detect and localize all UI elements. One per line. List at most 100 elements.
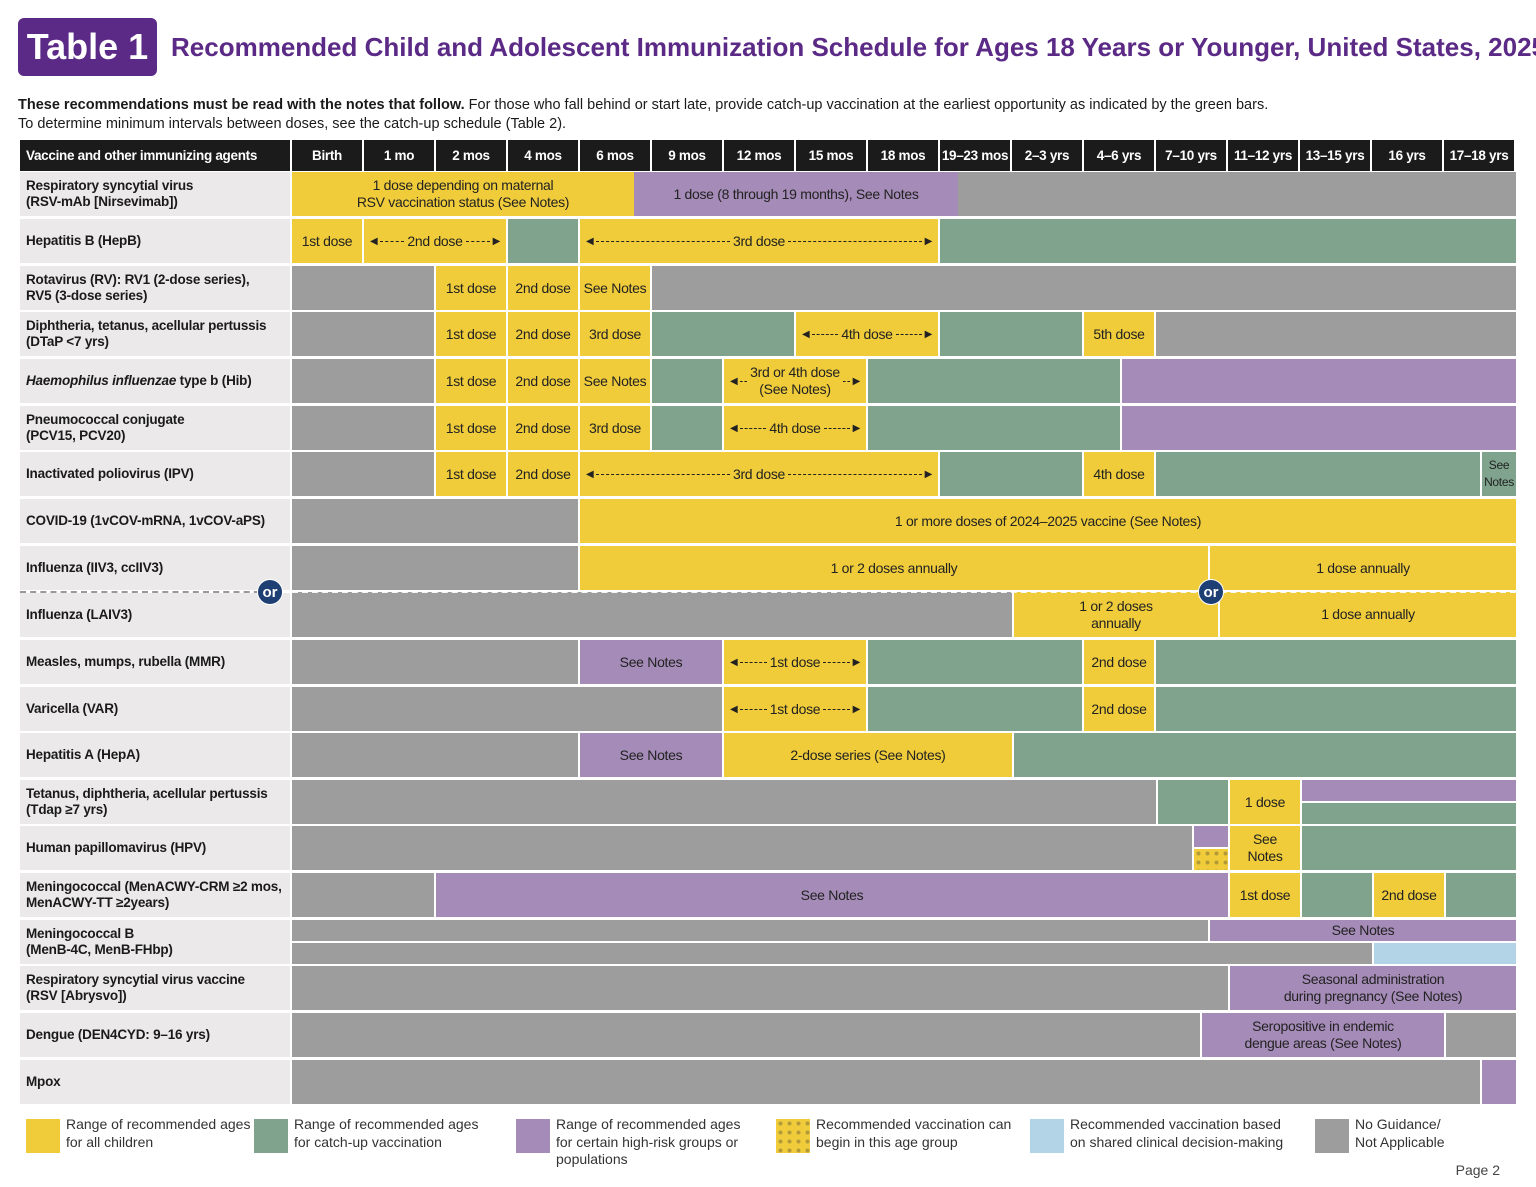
row-label: Human papillomavirus (HPV) [20,826,290,870]
bar-label: 3rd or 4th dose (See Notes) [750,364,840,397]
dashed-line [740,427,767,429]
row-label: Hepatitis A (HepA) [20,733,290,777]
arrow-right-icon: ▶ [852,422,861,434]
dashed-line [842,380,850,382]
row-label: Varicella (VAR) [20,687,290,731]
column-header: 2–3 yrs [1012,140,1082,171]
arrow-left-icon: ◀ [730,656,738,668]
arrow-right-icon: ▶ [852,375,861,387]
column-header: 19–23 mos [940,140,1010,171]
schedule-bar [1446,873,1516,917]
dashed-line [788,473,922,475]
dashed-line [740,380,748,382]
bar-label: Seropositive in endemic dengue areas (Se… [1244,1018,1402,1051]
arrow-left-icon: ◀ [802,328,810,340]
schedule-bar: ◀ 4th dose ▶ [796,312,938,356]
schedule-bar: See Notes [1230,826,1300,870]
bar-label: 3rd dose [588,419,642,436]
or-circle: or [1198,579,1224,605]
bar-label: 2nd dose [515,372,571,389]
row-label: Pneumococcal conjugate (PCV15, PCV20) [20,406,290,450]
dashed-line [596,240,730,242]
schedule-bar: 4th dose [1084,452,1154,496]
column-header: 4 mos [508,140,578,171]
schedule-bar: 2nd dose [508,359,578,403]
bar-label: 1st dose [445,372,497,389]
row-label-rest: type b (Hib) [176,373,252,388]
schedule-bar [1122,359,1516,403]
bar-label: See Notes [583,279,647,296]
bar-label: 1st dose [769,700,821,717]
schedule-bar: See Notes [580,359,650,403]
legend-item: Recommended vaccination based on shared … [1030,1116,1283,1153]
arrow-right-icon: ▶ [852,656,861,668]
column-header: 7–10 yrs [1156,140,1226,171]
schedule-bar: See Notes [436,873,1228,917]
column-header: Birth [292,140,362,171]
arrow-right-icon: ▶ [492,235,501,247]
bar-label: 4th dose [1093,465,1145,482]
bar-label: 1 dose annually [1321,606,1415,622]
arrow-left-icon: ◀ [370,235,378,247]
schedule-bar: ◀ 4th dose ▶ [724,406,866,450]
intro-bold: These recommendations must be read with … [18,97,465,113]
schedule-bar: ◀ 3rd dose ▶ [580,452,938,496]
bar-label: 1st dose [445,279,497,296]
column-header: 12 mos [724,140,794,171]
schedule-bar [292,640,578,684]
schedule-bar [652,312,794,356]
dashed-line [380,240,405,242]
bar-label: 1 dose annually [1316,559,1410,576]
schedule-bar: 1 or 2 doses annually [1014,592,1218,637]
dashed-line [823,427,850,429]
schedule-bar [1122,406,1516,450]
bar-label: 2nd dose [515,279,571,296]
schedule-bar: 1 dose [1230,780,1300,824]
schedule-bar [1446,1013,1516,1057]
schedule-bar [292,687,722,731]
schedule-bar [1194,826,1228,847]
bar-label: 1 or 2 doses annually [830,559,958,576]
dose-range-arrow: ◀ 4th dose ▶ [724,420,866,437]
or-divider [292,591,1516,593]
schedule-bar [1302,873,1372,917]
column-header: 15 mos [796,140,866,171]
arrow-right-icon: ▶ [924,235,933,247]
or-circle: or [257,579,283,605]
schedule-bar: ◀ 1st dose ▶ [724,640,866,684]
schedule-bar [292,966,1228,1010]
schedule-bar: 2nd dose [508,312,578,356]
row-label: Respiratory syncytial virus vaccine (RSV… [20,966,290,1010]
schedule-bar: 1 or 2 doses annually [580,546,1208,590]
schedule-bar [292,452,434,496]
bar-label: 3rd dose [732,232,786,249]
bar-label: 4th dose [841,325,893,342]
schedule-bar [868,359,1120,403]
schedule-bar [1156,452,1480,496]
bar-label: 5th dose [1093,325,1145,342]
bar-label: See Notes [619,746,683,763]
column-header: 18 mos [868,140,938,171]
bar-label: See Notes [800,886,864,903]
bar-label: 1st dose [301,232,353,249]
schedule-bar [292,780,1156,824]
schedule-bar: See Notes [580,640,722,684]
schedule-bar [292,873,434,917]
schedule-bar: 2nd dose [508,266,578,310]
legend-label: Recommended vaccination can begin in thi… [816,1116,1012,1150]
schedule-bar [868,640,1082,684]
dashed-line [740,661,767,663]
schedule-bar: 2nd dose [508,452,578,496]
arrow-left-icon: ◀ [586,235,594,247]
schedule-bar: 3rd dose [580,406,650,450]
schedule-bar [868,687,1082,731]
bar-label: 2nd dose [515,465,571,482]
bar-label: 1 dose (8 through 19 months), See Notes [673,185,919,202]
schedule-bar [292,1013,1200,1057]
bar-label: 2-dose series (See Notes) [790,746,946,763]
schedule-bar [940,312,1082,356]
dashed-line [823,661,850,663]
bar-label: See Notes [1484,458,1514,489]
bar-label: 2nd dose [1381,886,1437,903]
schedule-bar [1302,803,1516,824]
